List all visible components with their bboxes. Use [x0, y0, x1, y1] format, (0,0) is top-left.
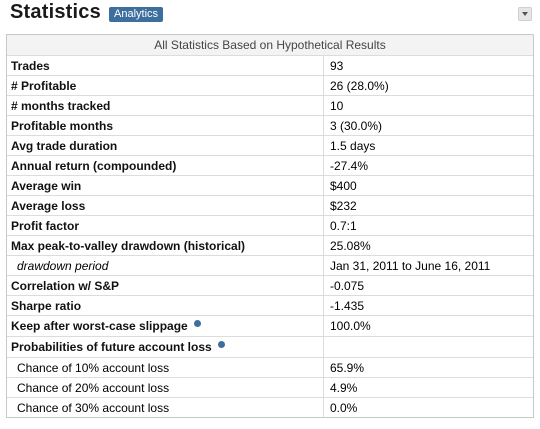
row-label: Average loss	[7, 195, 324, 216]
row-value: 0.7:1	[323, 215, 533, 236]
table-row: Average loss $232	[7, 195, 533, 216]
table-row: Avg trade duration 1.5 days	[7, 135, 533, 156]
row-label: drawdown period	[7, 255, 324, 276]
row-value: 100.0%	[323, 315, 533, 337]
table-row: Chance of 30% account loss 0.0%	[7, 397, 533, 417]
row-value: -27.4%	[323, 155, 533, 176]
row-label: Keep after worst-case slippage	[11, 319, 188, 333]
table-row: Annual return (compounded) -27.4%	[7, 155, 533, 176]
table-row: # Profitable 26 (28.0%)	[7, 75, 533, 96]
row-value: 93	[323, 55, 533, 76]
collapse-button[interactable]	[518, 7, 532, 21]
statistics-panel: All Statistics Based on Hypothetical Res…	[6, 34, 534, 418]
row-value: -1.435	[323, 295, 533, 316]
row-label: Profit factor	[7, 215, 324, 236]
row-label: Avg trade duration	[7, 135, 324, 156]
row-label: Chance of 30% account loss	[7, 397, 324, 417]
table-row: # months tracked 10	[7, 95, 533, 116]
row-value: 10	[323, 95, 533, 116]
table-row: Probabilities of future account loss	[7, 336, 533, 358]
table-row: Keep after worst-case slippage 100.0%	[7, 315, 533, 337]
row-value: 26 (28.0%)	[323, 75, 533, 96]
row-value: 0.0%	[323, 397, 533, 417]
row-label: Chance of 10% account loss	[7, 357, 324, 378]
table-row: Sharpe ratio -1.435	[7, 295, 533, 316]
row-value: 25.08%	[323, 235, 533, 256]
row-label: Probabilities of future account loss	[11, 340, 212, 354]
row-label: Profitable months	[7, 115, 324, 136]
table-row: Correlation w/ S&P -0.075	[7, 275, 533, 296]
row-label: # Profitable	[7, 75, 324, 96]
row-label: Sharpe ratio	[7, 295, 324, 316]
row-value: -0.075	[323, 275, 533, 296]
table-row: drawdown period Jan 31, 2011 to June 16,…	[7, 255, 533, 276]
table-row: Chance of 20% account loss 4.9%	[7, 377, 533, 398]
help-icon[interactable]	[193, 320, 201, 327]
page-title: Statistics	[10, 1, 101, 23]
table-caption-row: All Statistics Based on Hypothetical Res…	[7, 35, 533, 56]
table-caption: All Statistics Based on Hypothetical Res…	[7, 35, 533, 56]
chevron-down-icon	[522, 12, 528, 16]
table-row: Trades 93	[7, 55, 533, 76]
row-value	[323, 336, 533, 358]
row-label: Max peak-to-valley drawdown (historical)	[7, 235, 324, 256]
row-value: 4.9%	[323, 377, 533, 398]
row-value: Jan 31, 2011 to June 16, 2011	[323, 255, 533, 276]
row-label-cell: Probabilities of future account loss	[7, 336, 324, 358]
row-value: 1.5 days	[323, 135, 533, 156]
row-label: Trades	[7, 55, 324, 76]
row-value: 65.9%	[323, 357, 533, 378]
statistics-table: All Statistics Based on Hypothetical Res…	[7, 35, 533, 417]
row-label: Annual return (compounded)	[7, 155, 324, 176]
row-label: Correlation w/ S&P	[7, 275, 324, 296]
analytics-tag[interactable]: Analytics	[109, 7, 164, 22]
row-label-cell: Keep after worst-case slippage	[7, 315, 324, 337]
row-value: 3 (30.0%)	[323, 115, 533, 136]
table-row: Chance of 10% account loss 65.9%	[7, 357, 533, 378]
row-value: $232	[323, 195, 533, 216]
table-row: Average win $400	[7, 175, 533, 196]
row-value: $400	[323, 175, 533, 196]
row-label: Average win	[7, 175, 324, 196]
table-row: Max peak-to-valley drawdown (historical)…	[7, 235, 533, 256]
help-icon[interactable]	[217, 341, 225, 348]
table-row: Profit factor 0.7:1	[7, 215, 533, 236]
row-label: # months tracked	[7, 95, 324, 116]
row-label: Chance of 20% account loss	[7, 377, 324, 398]
table-row: Profitable months 3 (30.0%)	[7, 115, 533, 136]
header: Statistics Analytics	[0, 0, 540, 30]
